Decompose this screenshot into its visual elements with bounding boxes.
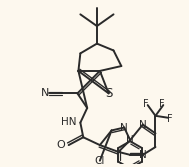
- Text: F: F: [159, 99, 164, 109]
- Text: N: N: [41, 88, 49, 98]
- Text: O: O: [57, 140, 65, 150]
- Text: Cl: Cl: [95, 156, 105, 166]
- Text: N: N: [139, 120, 147, 130]
- Text: HN: HN: [61, 117, 76, 127]
- Text: F: F: [167, 114, 173, 124]
- Text: N: N: [126, 135, 134, 145]
- Text: N: N: [139, 150, 147, 160]
- Text: S: S: [105, 87, 112, 100]
- Text: N: N: [120, 123, 128, 133]
- Text: F: F: [143, 99, 149, 109]
